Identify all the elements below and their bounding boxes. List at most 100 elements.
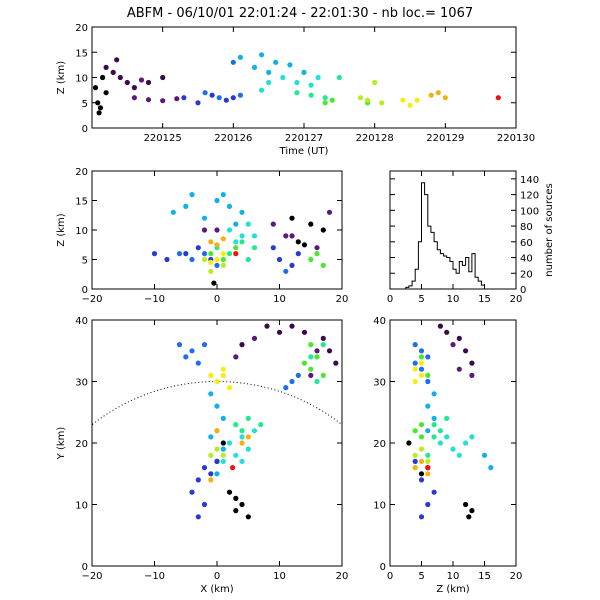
y-tick-label: 60: [520, 238, 533, 249]
source-point: [208, 477, 214, 483]
source-point: [425, 354, 431, 360]
y-tick-label: 15: [75, 197, 88, 208]
source-point: [469, 372, 475, 378]
y-tick-label: 10: [373, 501, 386, 512]
x-tick-label: 20: [510, 294, 523, 305]
y-tick-label: 20: [373, 439, 386, 450]
source-point: [189, 256, 195, 263]
source-point: [431, 434, 437, 440]
source-point: [469, 360, 475, 366]
source-point: [276, 329, 283, 335]
panel-frame: [389, 170, 517, 290]
x-tick-label: 10: [273, 571, 286, 582]
source-point: [326, 209, 333, 215]
source-point: [412, 378, 418, 385]
source-point: [431, 489, 437, 495]
source-point: [414, 97, 420, 103]
source-point: [418, 434, 425, 440]
source-point: [239, 458, 245, 464]
source-point: [239, 209, 245, 215]
source-point: [195, 514, 201, 520]
source-point: [456, 335, 462, 341]
source-point: [270, 221, 276, 227]
source-point: [208, 391, 214, 397]
source-point: [425, 452, 431, 458]
source-point: [418, 458, 425, 464]
source-point: [320, 262, 326, 268]
source-point: [289, 262, 295, 268]
panel-frame: [91, 319, 343, 567]
source-point: [308, 342, 314, 348]
source-point: [437, 323, 443, 329]
source-point: [456, 366, 462, 372]
source-point: [220, 415, 226, 421]
source-point: [103, 90, 109, 96]
source-point: [174, 96, 180, 102]
histogram-step-line: [390, 182, 488, 290]
source-point: [365, 97, 371, 103]
source-point: [273, 59, 279, 65]
source-point: [425, 471, 431, 477]
source-point: [251, 245, 258, 251]
source-point: [418, 422, 425, 428]
x-tick-label: 10: [447, 294, 460, 305]
source-point: [220, 440, 226, 446]
source-point: [201, 501, 208, 508]
y-tick-label: 20: [75, 439, 88, 450]
source-point: [245, 446, 251, 452]
source-point: [245, 221, 251, 227]
source-point: [308, 372, 314, 378]
source-point: [289, 378, 295, 385]
source-point: [233, 452, 239, 458]
source-point: [214, 256, 220, 263]
source-point: [145, 97, 152, 103]
source-point: [320, 372, 326, 378]
y-tick-label: 0: [82, 124, 88, 135]
x-tick-label: −10: [144, 294, 165, 305]
source-point: [96, 110, 102, 116]
source-point: [233, 422, 239, 428]
y-tick-label: 15: [75, 48, 88, 59]
source-point: [308, 92, 314, 98]
source-point: [301, 360, 308, 366]
source-point: [463, 348, 469, 354]
source-point: [220, 251, 226, 257]
source-point: [425, 372, 431, 378]
y-tick-label: 20: [520, 269, 533, 280]
source-point: [406, 440, 412, 446]
source-point: [183, 203, 189, 209]
y-tick-label: 0: [380, 562, 386, 573]
source-point: [245, 256, 251, 263]
source-point: [214, 446, 220, 452]
source-point: [280, 74, 286, 81]
source-point: [258, 422, 264, 428]
y-tick-label: 5: [82, 99, 88, 110]
source-point: [295, 372, 301, 378]
source-point: [431, 422, 437, 428]
source-point: [201, 342, 208, 348]
source-point: [117, 74, 123, 81]
x-tick-label: 20: [336, 571, 349, 582]
source-point: [301, 329, 308, 335]
source-point: [264, 323, 270, 329]
source-point: [412, 366, 418, 372]
y-tick-label: 80: [520, 222, 533, 233]
y-tick-label: 10: [75, 74, 88, 85]
source-point: [237, 54, 243, 60]
x-tick-label: 220127: [285, 133, 323, 144]
source-point: [145, 79, 152, 86]
x-axis-label: Z (km): [436, 584, 469, 595]
source-point: [131, 95, 137, 101]
source-point: [239, 233, 245, 239]
source-point: [110, 69, 116, 75]
scatter-time-height: [92, 52, 501, 116]
source-point: [308, 82, 314, 88]
source-point: [481, 452, 488, 458]
source-point: [189, 489, 195, 495]
source-point: [425, 378, 431, 385]
source-point: [181, 95, 187, 101]
source-point: [220, 192, 226, 198]
source-point: [189, 192, 195, 198]
panel-x-y: −20 −10 0 10 20 0 10 20 30 40 X (km) Y (km): [56, 316, 348, 595]
